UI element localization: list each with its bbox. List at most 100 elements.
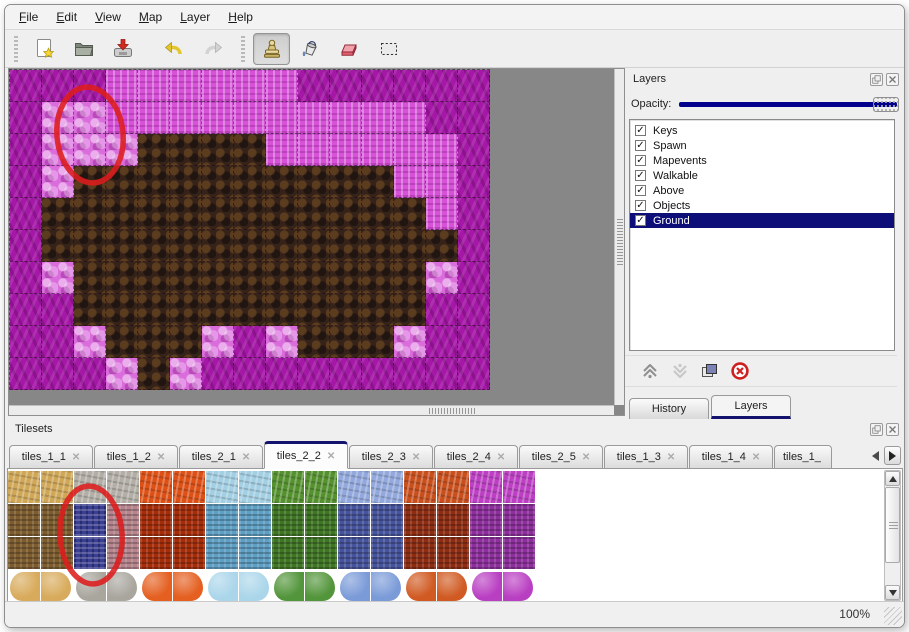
map-tile-light-pink-rocks[interactable]: [170, 358, 202, 390]
tileset-tile-vine[interactable]: [272, 570, 304, 602]
tileset-tile-lava[interactable]: [140, 471, 172, 503]
tileset-tile-stone[interactable]: [74, 471, 106, 503]
layer-visible-checkbox[interactable]: ✓: [635, 155, 646, 166]
map-tile-bright-pink-pillars[interactable]: [362, 134, 394, 166]
map-tile-bright-pink-pillars[interactable]: [234, 70, 266, 102]
map-tile-dark-brown-scales[interactable]: [234, 134, 266, 166]
tileset-tile-stone[interactable]: [107, 537, 139, 569]
map-tile-dark-magenta-scales[interactable]: [458, 70, 490, 102]
tileset-tile-crystal[interactable]: [371, 471, 403, 503]
map-tile-dark-brown-scales[interactable]: [202, 230, 234, 262]
map-tile-dark-magenta-scales[interactable]: [10, 262, 42, 294]
map-tile-dark-brown-scales[interactable]: [74, 294, 106, 326]
map-tile-bright-pink-pillars[interactable]: [170, 70, 202, 102]
map-tile-dark-brown-scales[interactable]: [202, 262, 234, 294]
resize-grip[interactable]: [884, 607, 902, 625]
close-tab-icon[interactable]: ✕: [581, 451, 591, 463]
tileset-tab[interactable]: tiles_1_2 ✕: [94, 445, 178, 468]
close-tab-icon[interactable]: ✕: [751, 451, 761, 463]
opacity-slider[interactable]: [679, 96, 899, 112]
map-tile-dark-magenta-scales[interactable]: [458, 230, 490, 262]
map-tile-dark-brown-scales[interactable]: [298, 230, 330, 262]
map-tile-dark-magenta-scales[interactable]: [458, 262, 490, 294]
map-tile-dark-magenta-scales[interactable]: [298, 358, 330, 390]
map-tile-light-pink-rocks[interactable]: [394, 326, 426, 358]
map-tile-dark-magenta-scales[interactable]: [458, 166, 490, 198]
tileset-tile-lava[interactable]: [173, 504, 205, 536]
map-tile-dark-magenta-scales[interactable]: [458, 358, 490, 390]
tileset-tile-stone[interactable]: [107, 471, 139, 503]
tileset-tile-sand[interactable]: [8, 471, 40, 503]
map-tile-dark-magenta-scales[interactable]: [74, 358, 106, 390]
map-tile-bright-pink-pillars[interactable]: [426, 134, 458, 166]
tileset-tile-selected[interactable]: [74, 504, 106, 536]
map-tile-bright-pink-pillars[interactable]: [266, 70, 298, 102]
map-tile-dark-brown-scales[interactable]: [234, 198, 266, 230]
tileset-tile-stone[interactable]: [74, 570, 106, 602]
tileset-tile-ice[interactable]: [206, 537, 238, 569]
map-tile-dark-brown-scales[interactable]: [106, 230, 138, 262]
tileset-tile-vine[interactable]: [272, 537, 304, 569]
map-tile-dark-brown-scales[interactable]: [138, 198, 170, 230]
map-tile-dark-brown-scales[interactable]: [362, 230, 394, 262]
map-tile-dark-magenta-scales[interactable]: [426, 70, 458, 102]
map-tile-dark-magenta-scales[interactable]: [202, 358, 234, 390]
map-tile-bright-pink-pillars[interactable]: [202, 102, 234, 134]
map-tile-dark-brown-scales[interactable]: [138, 230, 170, 262]
raise-layer-button[interactable]: [637, 359, 663, 383]
float-panel-button[interactable]: [870, 422, 883, 436]
tileset-tile-ice[interactable]: [239, 471, 271, 503]
map-tile-dark-magenta-scales[interactable]: [330, 358, 362, 390]
map-tile-dark-brown-scales[interactable]: [74, 166, 106, 198]
map-tile-dark-magenta-scales[interactable]: [10, 294, 42, 326]
scroll-tabs-right-button[interactable]: [884, 446, 901, 465]
map-tile-light-pink-rocks[interactable]: [74, 102, 106, 134]
tileset-tile-violet[interactable]: [503, 537, 535, 569]
map-tile-dark-brown-scales[interactable]: [42, 230, 74, 262]
map-tile-dark-magenta-scales[interactable]: [10, 134, 42, 166]
tileset-tile-ember[interactable]: [437, 471, 469, 503]
tileset-scrollbar-thumb[interactable]: [885, 487, 900, 563]
map-tile-dark-magenta-scales[interactable]: [234, 326, 266, 358]
map-tile-dark-brown-scales[interactable]: [202, 134, 234, 166]
layer-row-ground[interactable]: ✓ Ground: [630, 213, 894, 228]
map-tile-bright-pink-pillars[interactable]: [266, 134, 298, 166]
undo-button[interactable]: [155, 33, 192, 65]
tileset-tile-vine[interactable]: [305, 537, 337, 569]
map-tile-bright-pink-pillars[interactable]: [138, 102, 170, 134]
map-tile-bright-pink-pillars[interactable]: [426, 198, 458, 230]
stamp-tool-button[interactable]: [253, 32, 290, 65]
map-tile-dark-brown-scales[interactable]: [42, 198, 74, 230]
menu-layer[interactable]: Layer: [180, 10, 211, 24]
map-tile-dark-brown-scales[interactable]: [362, 198, 394, 230]
tileset-tile-lava[interactable]: [140, 504, 172, 536]
map-tile-light-pink-rocks[interactable]: [42, 134, 74, 166]
map-tile-dark-brown-scales[interactable]: [266, 198, 298, 230]
layer-visible-checkbox[interactable]: ✓: [635, 200, 646, 211]
rect-select-tool-button[interactable]: [370, 33, 407, 65]
map-tile-dark-magenta-scales[interactable]: [10, 358, 42, 390]
tileset-tile-ice[interactable]: [206, 570, 238, 602]
map-vertical-scrollbar-thumb[interactable]: [617, 219, 623, 265]
map-horizontal-scrollbar-thumb[interactable]: [429, 408, 477, 414]
close-panel-button[interactable]: [886, 72, 899, 86]
tileset-tile-sand[interactable]: [8, 504, 40, 536]
map-tile-light-pink-rocks[interactable]: [42, 102, 74, 134]
tileset-tile-lava[interactable]: [173, 471, 205, 503]
close-tab-icon[interactable]: ✕: [156, 451, 166, 463]
tileset-tile-sand[interactable]: [8, 570, 40, 602]
map-tile-dark-magenta-scales[interactable]: [458, 102, 490, 134]
tileset-tile-ember[interactable]: [404, 537, 436, 569]
tileset-tile-crystal[interactable]: [338, 537, 370, 569]
map-tile-dark-magenta-scales[interactable]: [458, 198, 490, 230]
close-tab-icon[interactable]: ✕: [71, 451, 81, 463]
tileset-tile-stone[interactable]: [107, 570, 139, 602]
map-tile-dark-brown-scales[interactable]: [394, 262, 426, 294]
map-tile-light-pink-rocks[interactable]: [42, 166, 74, 198]
map-tile-bright-pink-pillars[interactable]: [394, 134, 426, 166]
tileset-tile-vine[interactable]: [305, 570, 337, 602]
map-tile-dark-brown-scales[interactable]: [170, 198, 202, 230]
map-vertical-scrollbar[interactable]: [614, 69, 624, 405]
map-horizontal-scrollbar[interactable]: [9, 405, 614, 415]
map-tile-light-pink-rocks[interactable]: [266, 326, 298, 358]
